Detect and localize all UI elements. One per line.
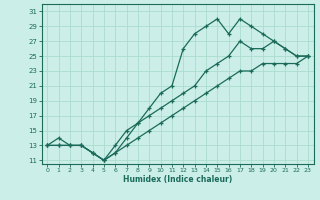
- X-axis label: Humidex (Indice chaleur): Humidex (Indice chaleur): [123, 175, 232, 184]
